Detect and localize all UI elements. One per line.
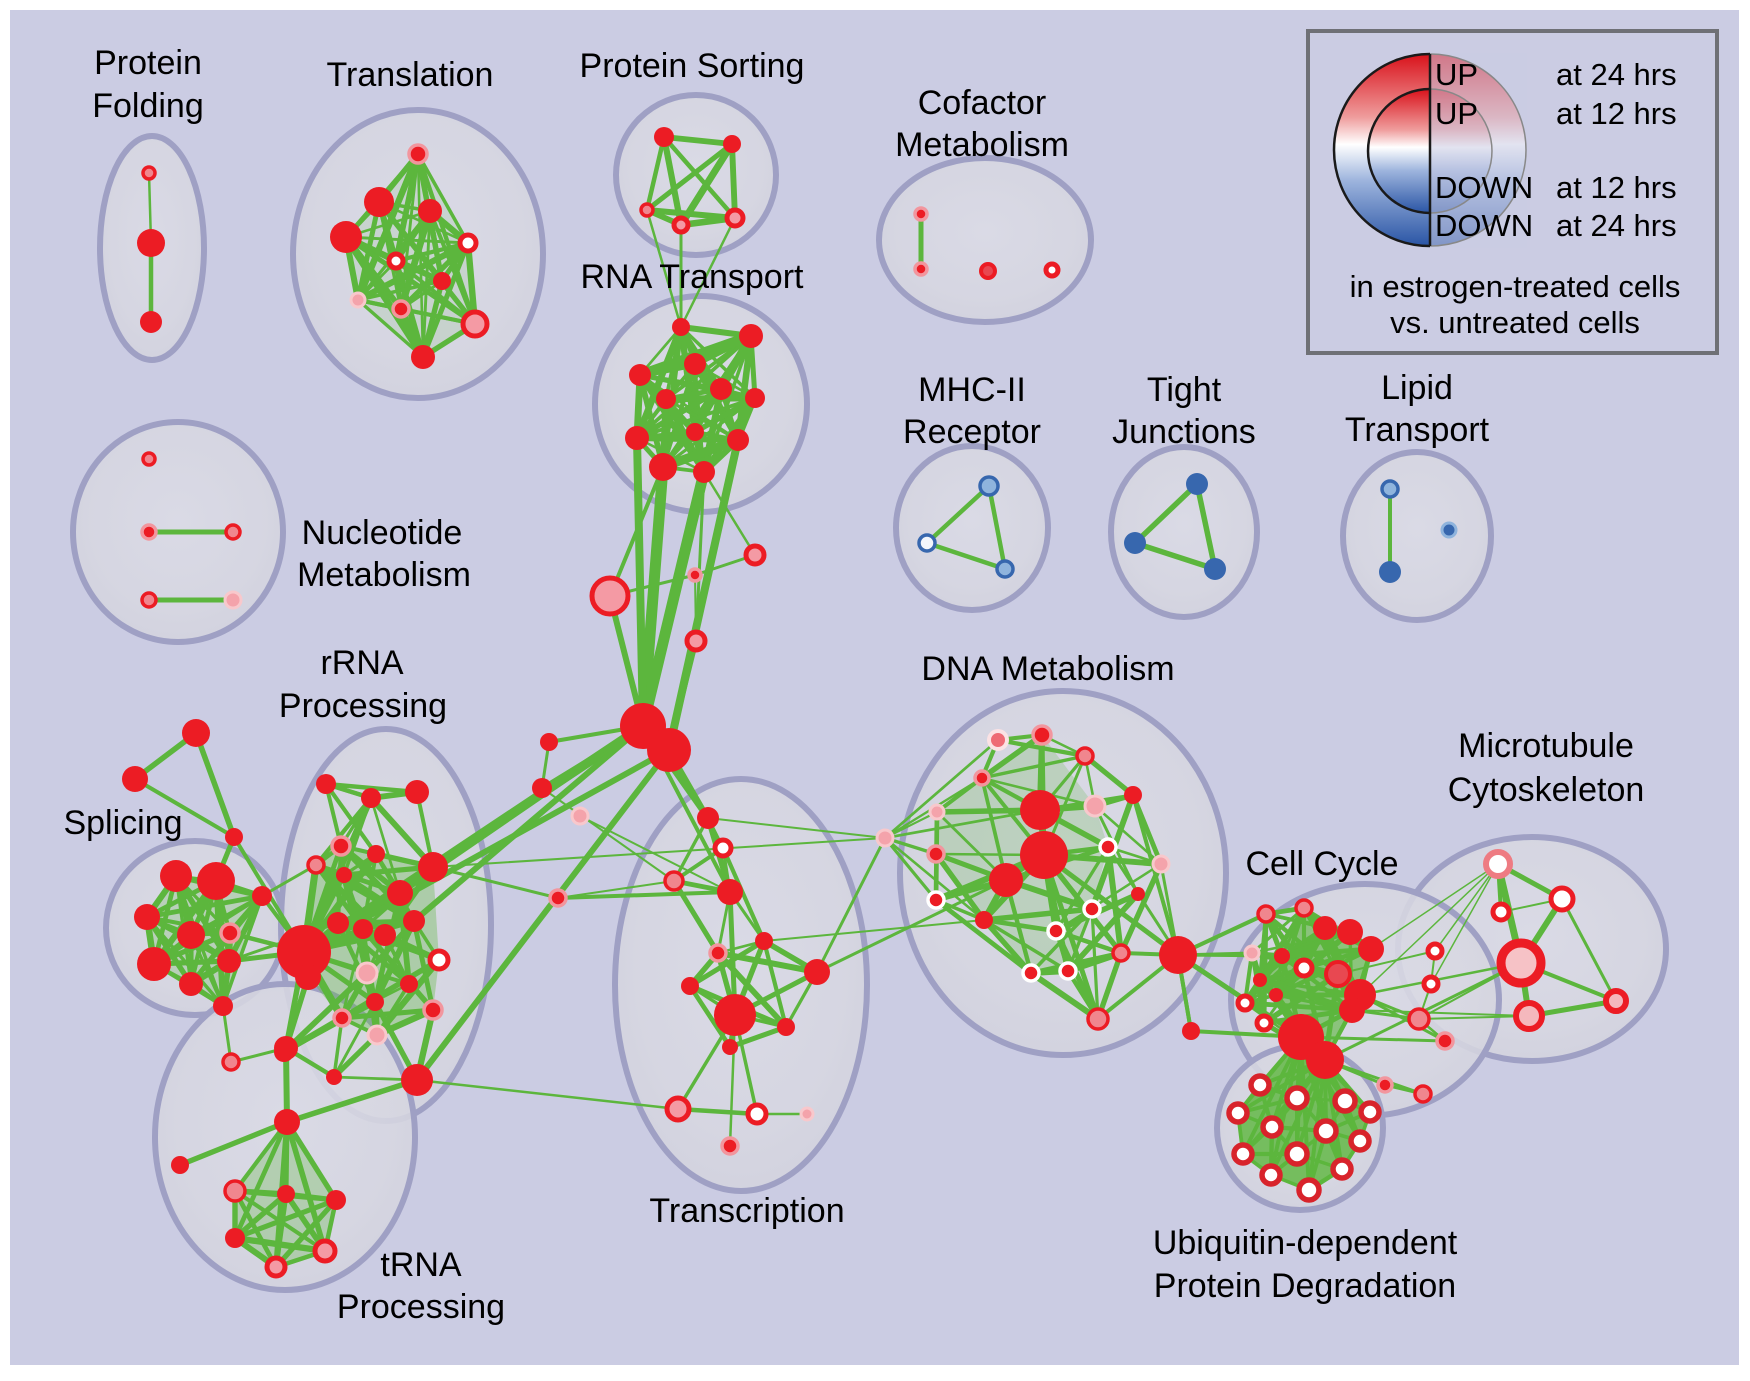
- svg-text:UP: UP: [1435, 96, 1478, 131]
- svg-text:Splicing: Splicing: [63, 804, 182, 842]
- svg-text:MHC-II: MHC-II: [918, 371, 1026, 409]
- svg-text:Folding: Folding: [92, 87, 204, 125]
- svg-text:Metabolism: Metabolism: [297, 556, 471, 594]
- svg-text:DOWN: DOWN: [1435, 170, 1533, 205]
- svg-text:Transcription: Transcription: [649, 1192, 844, 1230]
- svg-text:at 12 hrs: at 12 hrs: [1556, 96, 1677, 131]
- svg-text:at 24 hrs: at 24 hrs: [1556, 57, 1677, 92]
- svg-text:Ubiquitin-dependent: Ubiquitin-dependent: [1153, 1224, 1458, 1262]
- svg-text:Processing: Processing: [337, 1288, 505, 1326]
- svg-text:Protein Sorting: Protein Sorting: [580, 47, 805, 85]
- svg-text:Metabolism: Metabolism: [895, 126, 1069, 164]
- svg-text:Tight: Tight: [1147, 371, 1222, 409]
- svg-text:Processing: Processing: [279, 687, 447, 725]
- svg-text:at 12 hrs: at 12 hrs: [1556, 170, 1677, 205]
- svg-text:Cytoskeleton: Cytoskeleton: [1448, 771, 1645, 809]
- svg-text:vs. untreated cells: vs. untreated cells: [1390, 305, 1640, 340]
- svg-text:Junctions: Junctions: [1112, 413, 1256, 451]
- svg-text:in estrogen-treated cells: in estrogen-treated cells: [1350, 269, 1681, 304]
- svg-text:at 24 hrs: at 24 hrs: [1556, 208, 1677, 243]
- svg-text:Lipid: Lipid: [1381, 369, 1453, 407]
- svg-text:Protein Degradation: Protein Degradation: [1154, 1267, 1456, 1305]
- svg-text:DNA Metabolism: DNA Metabolism: [921, 650, 1174, 688]
- svg-text:Cell Cycle: Cell Cycle: [1245, 845, 1398, 883]
- svg-text:UP: UP: [1435, 57, 1478, 92]
- svg-text:rRNA: rRNA: [320, 644, 403, 682]
- svg-text:Transport: Transport: [1345, 411, 1490, 449]
- svg-text:Translation: Translation: [327, 56, 494, 94]
- svg-text:Nucleotide: Nucleotide: [302, 514, 463, 552]
- svg-text:Cofactor: Cofactor: [918, 84, 1047, 122]
- svg-text:tRNA: tRNA: [380, 1246, 462, 1284]
- svg-text:Receptor: Receptor: [903, 413, 1041, 451]
- svg-text:Microtubule: Microtubule: [1458, 727, 1634, 765]
- svg-text:DOWN: DOWN: [1435, 208, 1533, 243]
- svg-text:Protein: Protein: [94, 44, 202, 82]
- svg-text:RNA Transport: RNA Transport: [581, 258, 805, 296]
